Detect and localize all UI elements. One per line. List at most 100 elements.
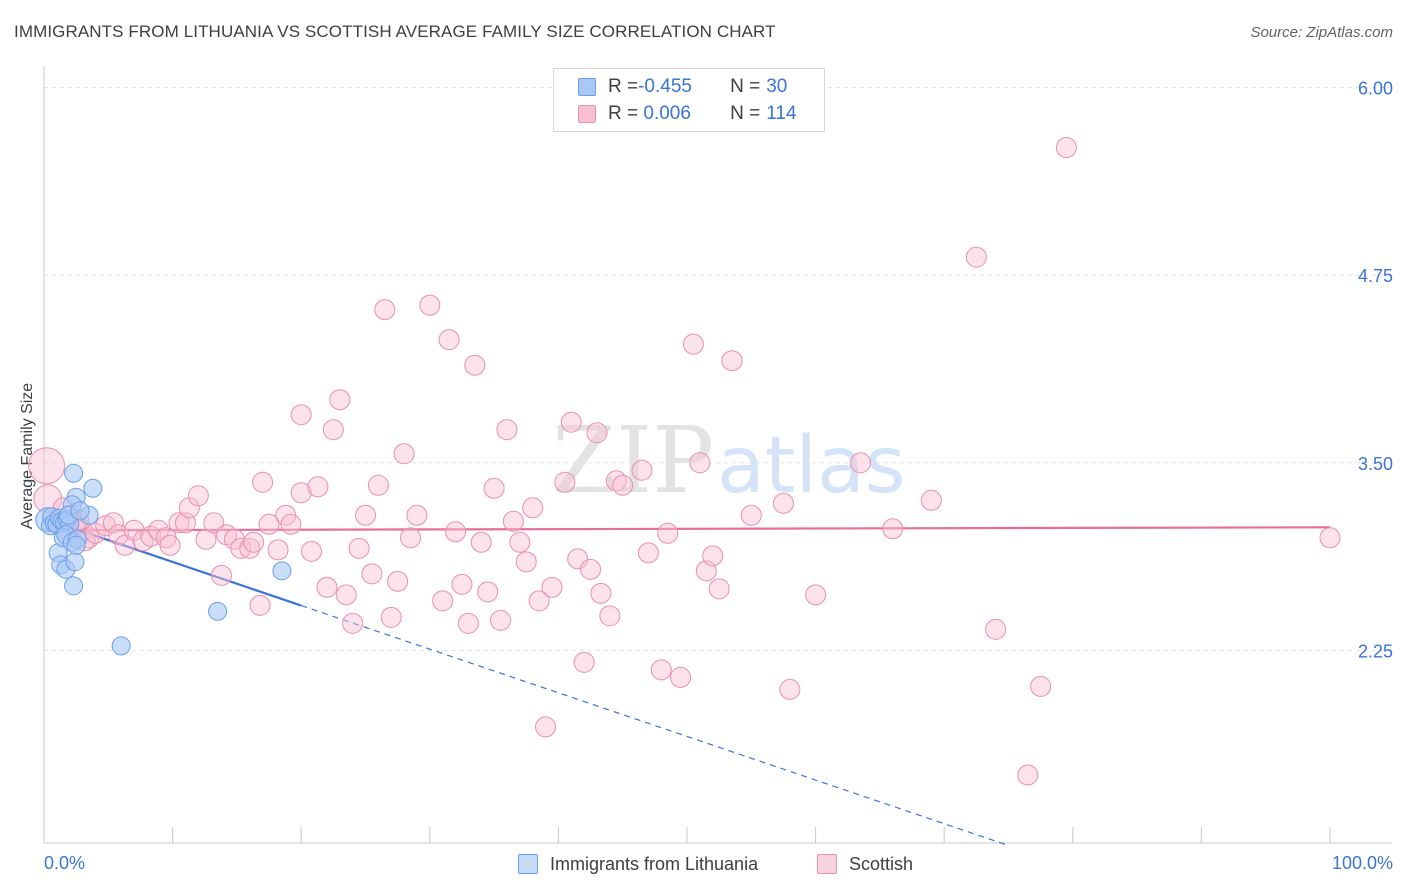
scottish-point bbox=[457, 612, 479, 634]
y-tick-label: 3.50 bbox=[1358, 454, 1393, 474]
scottish-point bbox=[580, 558, 602, 580]
scottish-point bbox=[367, 474, 389, 496]
scottish-points bbox=[28, 137, 1341, 786]
scottish-point bbox=[535, 716, 557, 738]
scottish-point bbox=[290, 482, 312, 504]
scottish-point bbox=[280, 513, 302, 535]
scottish-point bbox=[290, 404, 312, 426]
scottish-point bbox=[708, 578, 730, 600]
scottish-point bbox=[239, 537, 261, 559]
scottish-point bbox=[210, 564, 232, 586]
scottish-point bbox=[464, 354, 486, 376]
scottish-point bbox=[203, 512, 225, 534]
scottish-point bbox=[243, 531, 265, 553]
scottish-point bbox=[805, 584, 827, 606]
n-value: 114 bbox=[766, 103, 797, 124]
scottish-point bbox=[123, 519, 145, 541]
scottish-point bbox=[721, 350, 743, 372]
scottish-point bbox=[28, 447, 66, 485]
scottish-point bbox=[1030, 675, 1052, 697]
scottish-point bbox=[779, 678, 801, 700]
scottish-swatch bbox=[578, 105, 596, 123]
y-tick-label: 6.00 bbox=[1358, 79, 1393, 99]
scottish-point bbox=[554, 471, 576, 493]
x-tick-labels: 0.0% 100.0% bbox=[44, 853, 1393, 873]
scottish-point bbox=[509, 531, 531, 553]
scottish-point bbox=[772, 492, 794, 514]
scottish-point bbox=[496, 419, 518, 441]
scottish-point bbox=[1319, 527, 1341, 549]
axes bbox=[43, 66, 1392, 844]
watermark-zip: ZIP bbox=[552, 407, 714, 514]
scottish-point bbox=[187, 485, 209, 507]
scottish-point bbox=[361, 563, 383, 585]
scottish-point bbox=[502, 510, 524, 532]
scottish-point bbox=[702, 545, 724, 567]
scottish-point bbox=[882, 518, 904, 540]
scottish-point bbox=[689, 452, 711, 474]
scottish-point bbox=[438, 329, 460, 351]
scottish-point bbox=[267, 539, 289, 561]
x-tick-label-end: 100.0% bbox=[1332, 853, 1393, 873]
source-label: Source: ZipAtlas.com bbox=[1250, 24, 1393, 41]
scottish-point bbox=[178, 497, 200, 519]
scottish-point bbox=[230, 537, 252, 559]
lithuania-point bbox=[272, 561, 292, 581]
scottish-point bbox=[249, 594, 271, 616]
scottish-point bbox=[380, 606, 402, 628]
lithuania-trend-extension bbox=[301, 604, 1009, 847]
stats-row-scottish: R = 0.006 N = 114 bbox=[578, 102, 797, 126]
scottish-point bbox=[740, 504, 762, 526]
lithuania-point bbox=[64, 463, 84, 483]
lithuania-swatch bbox=[578, 78, 596, 96]
scottish-point bbox=[490, 609, 512, 631]
scottish-point bbox=[650, 659, 672, 681]
legend-swatch-pink bbox=[817, 854, 837, 874]
scottish-point bbox=[419, 294, 441, 316]
stats-row-lithuania: R = -0.455 N = 30 bbox=[578, 75, 787, 99]
scottish-point bbox=[560, 411, 582, 433]
scottish-point bbox=[470, 531, 492, 553]
scottish-point bbox=[586, 422, 608, 444]
scottish-point bbox=[541, 576, 563, 598]
scottish-point bbox=[374, 299, 396, 321]
legend-swatch-blue bbox=[518, 854, 538, 874]
scottish-point bbox=[300, 540, 322, 562]
lithuania-point bbox=[111, 636, 131, 656]
lithuania-point bbox=[83, 478, 103, 498]
scottish-point bbox=[1017, 764, 1039, 786]
scottish-point bbox=[393, 443, 415, 465]
legend-item-scottish: Scottish bbox=[817, 851, 913, 877]
n-value: 30 bbox=[766, 76, 788, 97]
scottish-point bbox=[252, 471, 274, 493]
scottish-trend-line bbox=[43, 526, 1331, 532]
scottish-point bbox=[406, 504, 428, 526]
r-key: R = bbox=[608, 103, 639, 124]
scottish-point bbox=[682, 333, 704, 355]
scottish-point bbox=[400, 527, 422, 549]
x-tick-label-start: 0.0% bbox=[44, 853, 85, 873]
scottish-point bbox=[335, 584, 357, 606]
scottish-point bbox=[451, 573, 473, 595]
y-tick-labels: 2.25 3.50 4.75 6.00 bbox=[1358, 79, 1393, 662]
scottish-point bbox=[522, 497, 544, 519]
scottish-point bbox=[1055, 137, 1077, 159]
lithuania-point bbox=[64, 576, 84, 596]
scottish-point bbox=[342, 612, 364, 634]
scottish-point bbox=[159, 534, 181, 556]
scottish-point bbox=[147, 519, 169, 541]
lithuania-point bbox=[208, 601, 228, 621]
legend-item-lithuania: Immigrants from Lithuania bbox=[518, 851, 758, 877]
scottish-point bbox=[515, 551, 537, 573]
scottish-point bbox=[102, 512, 124, 534]
scottish-point bbox=[355, 504, 376, 526]
scottish-point bbox=[329, 389, 351, 411]
scottish-point bbox=[850, 452, 872, 474]
lithuania-point bbox=[65, 552, 85, 572]
lithuania-point bbox=[70, 501, 90, 521]
trend-lines bbox=[43, 517, 1331, 847]
legend-label-scottish: Scottish bbox=[849, 853, 914, 874]
r-value: -0.455 bbox=[638, 76, 692, 97]
scottish-point bbox=[477, 581, 499, 603]
